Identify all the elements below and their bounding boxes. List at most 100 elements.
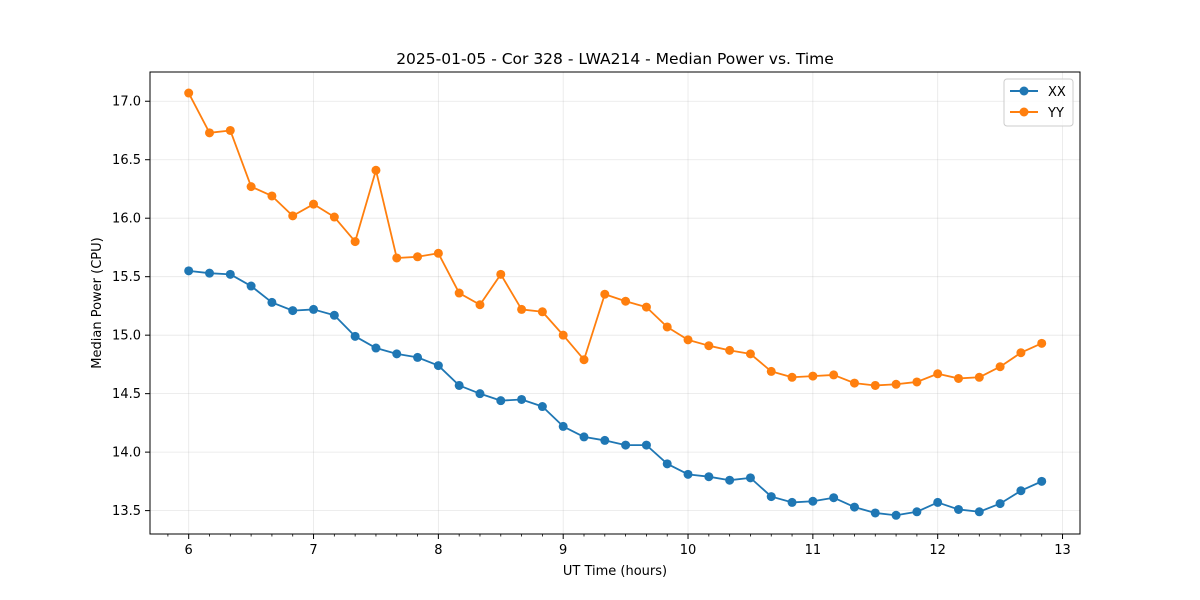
data-point-yy [267, 191, 277, 201]
data-point-yy [829, 370, 839, 380]
data-point-xx [1016, 486, 1026, 496]
data-point-xx [205, 268, 215, 278]
data-point-yy [662, 322, 672, 332]
data-point-yy [288, 211, 298, 221]
data-point-yy [329, 212, 339, 222]
data-point-xx [787, 497, 797, 507]
data-point-yy [954, 373, 964, 383]
data-point-yy [537, 307, 547, 317]
data-point-xx [350, 331, 360, 341]
data-point-yy [184, 88, 194, 98]
data-point-yy [621, 296, 631, 306]
data-point-xx [288, 306, 298, 316]
data-point-yy [912, 377, 922, 387]
data-point-xx [454, 380, 464, 390]
data-point-xx [766, 492, 776, 502]
legend-label-xx: XX [1048, 85, 1066, 100]
data-point-xx [413, 352, 423, 362]
data-point-xx [683, 469, 693, 479]
data-point-xx [995, 499, 1005, 509]
data-point-yy [808, 371, 818, 381]
data-point-yy [1016, 348, 1026, 358]
data-point-yy [496, 269, 506, 279]
plot-area-frame [149, 71, 1081, 535]
data-point-xx [891, 510, 901, 520]
data-point-xx [912, 507, 922, 517]
data-point-xx [392, 349, 402, 359]
x-tick-label: 11 [805, 543, 822, 558]
data-point-yy [558, 330, 568, 340]
data-point-xx [433, 361, 443, 371]
legend: XX YY [1003, 78, 1074, 127]
data-point-yy [413, 252, 423, 262]
data-point-yy [745, 349, 755, 359]
data-point-xx [600, 435, 610, 445]
data-point-xx [225, 269, 235, 279]
data-point-yy [974, 372, 984, 382]
data-point-xx [933, 497, 943, 507]
y-tick-label: 14.5 [112, 387, 141, 402]
data-point-xx [745, 473, 755, 483]
data-point-xx [704, 472, 714, 482]
x-tick-label: 8 [434, 543, 442, 558]
data-point-yy [433, 248, 443, 258]
data-point-yy [205, 128, 215, 138]
data-point-yy [933, 369, 943, 379]
y-tick-label: 14.0 [112, 446, 141, 461]
x-tick-label: 7 [309, 543, 317, 558]
data-point-yy [392, 253, 402, 263]
data-point-xx [329, 310, 339, 320]
data-point-yy [891, 379, 901, 389]
data-point-xx [974, 507, 984, 517]
x-tick-label: 12 [929, 543, 946, 558]
data-point-yy [225, 125, 235, 135]
y-tick-label: 15.5 [112, 270, 141, 285]
data-point-xx [1037, 476, 1047, 486]
data-point-xx [662, 459, 672, 469]
axis-ticks: 6 7 8 9 10 11 12 13 13.5 14.0 14.5 15.0 15.5 16.0 16.5… [112, 95, 1071, 558]
data-point-yy [725, 345, 735, 355]
x-axis-label: UT Time (hours) [563, 564, 667, 579]
data-point-yy [350, 237, 360, 247]
legend-marker-xx [1019, 86, 1029, 96]
data-point-xx [184, 266, 194, 276]
data-point-xx [579, 432, 589, 442]
legend-marker-yy [1019, 107, 1029, 117]
x-tick-label: 10 [680, 543, 697, 558]
data-point-xx [246, 281, 256, 291]
x-tick-label: 9 [559, 543, 567, 558]
data-point-xx [537, 402, 547, 412]
x-tick-label: 6 [185, 543, 193, 558]
data-point-yy [454, 288, 464, 298]
data-point-yy [683, 335, 693, 345]
y-tick-label: 13.5 [112, 504, 141, 519]
data-point-yy [475, 300, 485, 310]
data-point-yy [309, 199, 319, 209]
grid [150, 72, 1080, 534]
data-point-yy [849, 378, 859, 388]
data-point-yy [1037, 338, 1047, 348]
data-point-yy [704, 341, 714, 351]
y-tick-label: 17.0 [112, 95, 141, 110]
data-point-xx [870, 508, 880, 518]
data-point-yy [579, 355, 589, 365]
data-point-yy [787, 372, 797, 382]
data-point-yy [517, 304, 527, 314]
data-point-yy [641, 302, 651, 312]
data-point-xx [267, 297, 277, 307]
data-point-yy [766, 366, 776, 376]
data-point-xx [725, 475, 735, 485]
data-point-yy [371, 165, 381, 175]
y-tick-label: 15.0 [112, 329, 141, 344]
data-point-xx [475, 389, 485, 399]
x-tick-label: 13 [1054, 543, 1071, 558]
data-point-yy [870, 380, 880, 390]
y-tick-label: 16.5 [112, 153, 141, 168]
series-xx [184, 266, 1047, 520]
data-point-yy [995, 362, 1005, 372]
series-yy [184, 88, 1047, 390]
data-point-xx [954, 504, 964, 514]
data-point-xx [517, 394, 527, 404]
data-point-xx [496, 396, 506, 406]
